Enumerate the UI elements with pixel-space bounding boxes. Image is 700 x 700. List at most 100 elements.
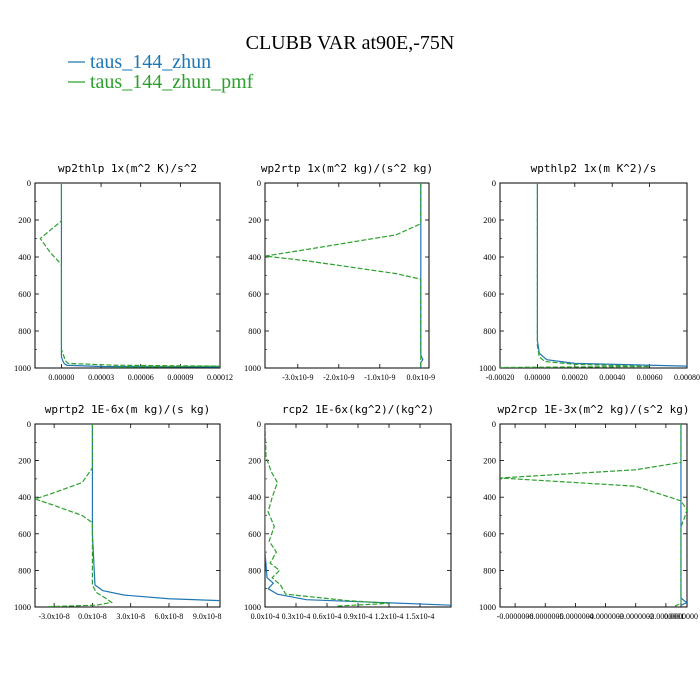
x-tick-label: -0.0000006	[497, 612, 534, 621]
chart-panel: wprtp2 1E-6x(m kg)/(s kg) 0 200 400 600 800 10…	[14, 403, 222, 621]
y-tick-label: 800	[248, 565, 261, 575]
plot-frame	[34, 423, 221, 608]
x-tick-label: 0.00003	[88, 373, 114, 382]
y-tick-label: 400	[483, 492, 496, 502]
y-tick-label: 200	[248, 456, 261, 466]
y-tick-label: 800	[18, 326, 31, 336]
series-line-zhun	[91, 424, 220, 602]
y-tick-label: 600	[248, 289, 261, 299]
x-tick-label: 0.00012	[207, 373, 233, 382]
series-line-zhun	[680, 424, 687, 606]
y-tick-label: 200	[483, 215, 496, 225]
panel-title: wp2rcp 1E-3x(m^2 kg)/(s^2 kg)	[497, 403, 689, 416]
x-tick-label: -3.0x10-9	[282, 373, 313, 382]
x-tick-label: 0.9x10-4	[344, 612, 373, 621]
x-tick-label: 0.0x10-8	[78, 612, 107, 621]
series-line-zhun-pmf	[265, 183, 422, 368]
y-tick-label: 1000	[479, 363, 496, 373]
x-tick-label: 6.0x10-8	[155, 612, 184, 621]
series-line-zhun-pmf	[35, 424, 114, 607]
legend-label: taus_144_zhun_pmf	[90, 71, 254, 93]
x-tick-label: -0.0000004	[557, 612, 594, 621]
x-tick-label: 9.0x10-8	[193, 612, 222, 621]
y-tick-label: 600	[18, 529, 31, 539]
chart-panel: wp2rcp 1E-3x(m^2 kg)/(s^2 kg)0 200 400 600 8…	[479, 403, 698, 621]
x-tick-label: 0.0x10-4	[251, 612, 280, 621]
panel-title: wpthlp2 1x(m K^2)/s	[531, 162, 657, 175]
y-tick-label: 400	[248, 252, 261, 262]
figure-title: CLUBB VAR at90E,-75N	[246, 32, 455, 54]
x-tick-label: 0.00006	[128, 373, 154, 382]
x-tick-label: -0.0000002	[617, 612, 654, 621]
x-tick-label: -3.0x10-8	[38, 612, 69, 621]
series-line-zhun-pmf	[500, 183, 650, 368]
y-tick-label: 600	[248, 529, 261, 539]
y-tick-label: 0	[492, 178, 496, 188]
chart-grid: wp2thlp 1x(m^2 K)/s^2020040060080010000.…	[14, 162, 700, 621]
series-line-zhun-pmf	[500, 424, 687, 607]
chart-panel: wp2thlp 1x(m^2 K)/s^2 0 200 400 600 800 1000 0.…	[14, 162, 233, 382]
plot-frame	[499, 423, 688, 608]
x-tick-label: 0.00009	[167, 373, 193, 382]
chart-panel: rcp2 1E-6x(kg^2)/(kg^2) 0 200 400 600 800 1000…	[244, 403, 452, 621]
y-tick-label: 0	[27, 178, 31, 188]
series-line-zhun-pmf	[39, 183, 220, 368]
y-tick-label: 400	[18, 252, 31, 262]
series-line-zhun	[420, 183, 424, 368]
y-tick-label: 1000	[244, 363, 261, 373]
y-tick-label: 800	[18, 565, 31, 575]
legend-label: taus_144_zhun	[90, 51, 211, 73]
y-tick-label: 800	[483, 565, 496, 575]
x-tick-label: 1.2x10-4	[375, 612, 404, 621]
y-tick-label: 0	[27, 419, 31, 429]
y-tick-label: 200	[483, 456, 496, 466]
x-tick-label: 0.0000000	[664, 612, 698, 621]
chart-panel: wp2rtp 1x(m^2 kg)/(s^2 kg)0 200 400 600 800 1…	[244, 162, 435, 382]
x-tick-label: -0.0000003	[587, 612, 624, 621]
y-tick-label: 400	[483, 252, 496, 262]
plot-frame	[264, 423, 452, 608]
plot-frame	[499, 182, 688, 369]
y-tick-label: 200	[18, 456, 31, 466]
x-tick-label: 0.00000	[48, 373, 74, 382]
x-tick-label: -0.0000001	[648, 612, 685, 621]
x-tick-label: -0.00020	[486, 373, 515, 382]
y-tick-label: 400	[248, 492, 261, 502]
y-tick-label: 1000	[14, 602, 31, 612]
series-line-zhun-pmf	[265, 424, 390, 607]
y-tick-label: 600	[483, 289, 496, 299]
y-tick-label: 0	[492, 419, 496, 429]
chart-panel: wpthlp2 1x(m K^2)/s 0 200 400 600 800 1000-0.0…	[479, 162, 700, 382]
x-tick-label: -1.0x10-9	[364, 373, 395, 382]
x-tick-label: -0.0000005	[527, 612, 564, 621]
x-tick-label: 1.5x10-4	[406, 612, 435, 621]
y-tick-label: 1000	[244, 602, 261, 612]
x-tick-label: 0.6x10-4	[313, 612, 342, 621]
x-tick-label: 0.0x10-9	[406, 373, 435, 382]
y-tick-label: 200	[18, 215, 31, 225]
x-tick-label: 0.3x10-4	[282, 612, 311, 621]
plot-frame	[34, 182, 221, 369]
series-line-zhun	[60, 183, 220, 368]
y-tick-label: 1000	[14, 363, 31, 373]
panel-title: wp2thlp 1x(m^2 K)/s^2	[58, 162, 197, 175]
y-tick-label: 200	[248, 215, 261, 225]
x-tick-label: 0.00020	[562, 373, 588, 382]
plot-frame	[264, 182, 430, 369]
y-tick-label: 0	[257, 419, 261, 429]
panel-title: wprtp2 1E-6x(m kg)/(s kg)	[45, 403, 211, 416]
x-tick-label: -2.0x10-9	[323, 373, 354, 382]
panel-title: wp2rtp 1x(m^2 kg)/(s^2 kg)	[261, 162, 433, 175]
y-tick-label: 600	[483, 529, 496, 539]
x-tick-label: 0.00040	[599, 373, 625, 382]
series-line-zhun	[265, 424, 451, 606]
y-tick-label: 800	[483, 326, 496, 336]
y-tick-label: 800	[248, 326, 261, 336]
y-tick-label: 600	[18, 289, 31, 299]
x-tick-label: 0.00000	[524, 373, 550, 382]
series-line-zhun	[536, 183, 687, 367]
x-tick-label: 0.00080	[674, 373, 700, 382]
y-tick-label: 400	[18, 492, 31, 502]
